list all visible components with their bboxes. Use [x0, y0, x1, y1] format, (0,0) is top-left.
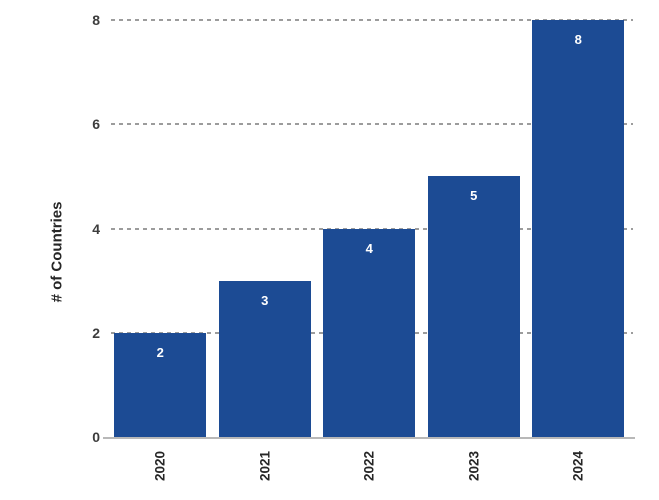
bar-2022: 4 — [323, 228, 416, 437]
bar-value-label-2020: 2 — [156, 344, 164, 360]
y-axis-title: # of Countries — [48, 201, 66, 303]
bar-2021: 3 — [218, 280, 311, 437]
x-axis-line — [103, 437, 635, 439]
bar-value-label-2023: 5 — [470, 188, 478, 204]
y-tick-label-8: 8 — [92, 12, 100, 28]
x-tick-label-2024: 2024 — [570, 450, 586, 482]
bar-value-label-2024: 8 — [574, 32, 582, 47]
y-tick-label-6: 6 — [92, 116, 100, 133]
x-tick-label-2022: 2022 — [361, 450, 377, 482]
bar-value-label-2021: 3 — [261, 292, 269, 308]
y-tick-label-4: 4 — [92, 220, 100, 237]
gridline-8 — [111, 19, 633, 21]
y-tick-label-0: 0 — [92, 429, 100, 445]
bar-value-label-2022: 4 — [365, 240, 373, 256]
bar-2023: 5 — [427, 176, 520, 437]
x-tick-label-2020: 2020 — [152, 450, 168, 482]
y-tick-label-2: 2 — [92, 324, 100, 341]
x-tick-label-2023: 2023 — [466, 450, 482, 482]
bar-2024: 8 — [532, 20, 625, 437]
gridline-6 — [111, 123, 633, 126]
bar-2020: 2 — [114, 332, 207, 437]
x-tick-label-2021: 2021 — [257, 450, 273, 482]
